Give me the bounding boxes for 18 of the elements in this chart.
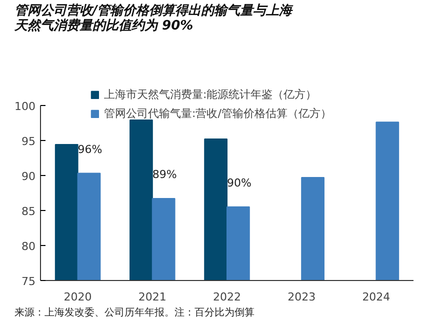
x-tick-label: 2020 <box>64 290 92 304</box>
annotation: 90% <box>227 176 252 190</box>
x-tick-label: 2023 <box>288 290 316 304</box>
source-note: 来源：上海发改委、公司历年年报。注：百分比为倒算 <box>14 306 254 318</box>
y-tick-label: 75 <box>22 275 36 288</box>
legend-label: 管网公司代输气量:营收/管输价格估算（亿方） <box>104 106 332 121</box>
annotation: 89% <box>152 168 177 181</box>
x-tick-label: 2021 <box>138 290 166 304</box>
y-tick-label: 85 <box>22 204 36 218</box>
chart-title: 管网公司营收/管输价格倒算得出的输气量与上海天然气消费量的比值约为 90% <box>14 2 294 34</box>
y-tick-label: 95 <box>22 134 36 148</box>
y-tick-label: 80 <box>22 240 36 253</box>
annotation: 96% <box>78 142 102 156</box>
y-tick-label: 90 <box>22 170 36 183</box>
legend-label: 上海市天然气消费量:能源统计年鉴（亿方） <box>104 87 317 102</box>
y-tick-label: 100 <box>14 100 36 113</box>
x-tick-label: 2024 <box>362 290 390 304</box>
x-tick-label: 2022 <box>213 290 242 304</box>
